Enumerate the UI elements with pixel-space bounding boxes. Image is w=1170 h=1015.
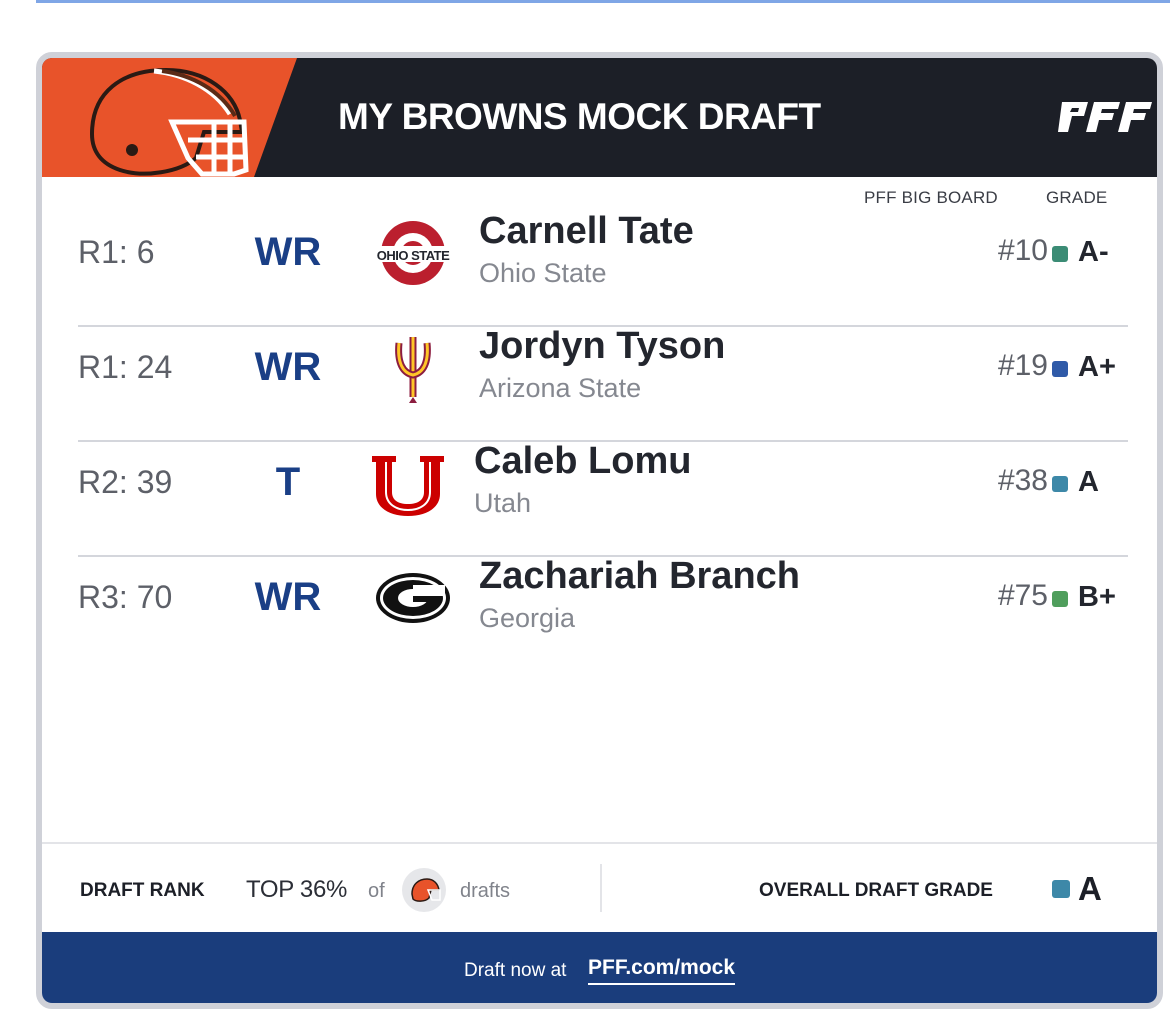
ohio-state-logo-icon: OHIO STATE <box>377 221 451 285</box>
pick-row: R1: 6 WR OHIO STATE Carnell Tate Ohio St… <box>78 210 1128 327</box>
grade-column-header: GRADE <box>1046 188 1108 207</box>
position-label: WR <box>254 345 322 389</box>
draft-summary: DRAFT RANK TOP 36% of drafts OVERALL DRA… <box>42 842 1157 934</box>
school-name: Georgia <box>479 603 576 633</box>
position-label: WR <box>254 230 322 274</box>
pff-logo-icon <box>1058 102 1152 132</box>
arizona-state-pitchfork-icon <box>395 337 431 403</box>
grade-value: A+ <box>1078 351 1116 383</box>
overall-grade-label: OVERALL DRAFT GRADE <box>759 880 993 901</box>
grade-value: A- <box>1078 236 1109 268</box>
cta-text: Draft now at <box>464 960 567 981</box>
pick-row: R3: 70 WR Zachariah Branch Georgia #75 B… <box>78 555 1128 670</box>
grade-value: A <box>1078 466 1099 498</box>
big-board-rank: #38 <box>997 464 1048 497</box>
browns-avatar-icon <box>402 868 446 912</box>
card-header: MY BROWNS MOCK DRAFT <box>42 58 1157 177</box>
pick-number: R2: 39 <box>78 464 173 500</box>
mock-draft-card: MY BROWNS MOCK DRAFT PFF BIG BOARD GRADE… <box>36 52 1163 1009</box>
big-board-rank: #10 <box>997 234 1048 267</box>
pick-row: R1: 24 WR Jordyn Tyson Arizona State #19… <box>78 325 1128 442</box>
utah-block-u-icon <box>372 456 444 516</box>
grade-indicator <box>1052 246 1068 262</box>
school-name: Arizona State <box>479 373 642 403</box>
draft-rank-label: DRAFT RANK <box>80 880 205 901</box>
pick-number: R1: 24 <box>78 349 173 385</box>
summary-divider <box>600 864 602 912</box>
grade-indicator <box>1052 476 1068 492</box>
drafts-text: drafts <box>460 880 511 902</box>
georgia-g-icon <box>376 573 450 623</box>
pick-number: R3: 70 <box>78 579 173 615</box>
school-name: Ohio State <box>479 258 607 288</box>
draft-rank-value: TOP 36% <box>246 876 348 903</box>
player-name: Carnell Tate <box>479 210 694 252</box>
position-label: T <box>275 460 301 504</box>
big-board-rank: #75 <box>997 579 1048 612</box>
overall-grade-indicator <box>1052 880 1070 898</box>
page-title: MY BROWNS MOCK DRAFT <box>338 96 821 137</box>
pick-number: R1: 6 <box>78 234 155 270</box>
cta-bar: Draft now at PFF.com/mock <box>42 932 1157 1003</box>
browns-helmet-icon <box>89 67 249 177</box>
grade-value: B+ <box>1078 581 1116 613</box>
player-name: Jordyn Tyson <box>479 325 726 367</box>
pick-row: R2: 39 T Caleb Lomu Utah #38 A <box>78 440 1128 557</box>
school-name: Utah <box>474 488 532 518</box>
grade-indicator <box>1052 361 1068 377</box>
position-label: WR <box>254 575 322 619</box>
overall-grade-value: A <box>1078 870 1102 907</box>
grade-indicator <box>1052 591 1068 607</box>
top-divider-line <box>36 0 1170 3</box>
player-name: Zachariah Branch <box>479 555 800 597</box>
player-name: Caleb Lomu <box>474 440 692 482</box>
pff-mock-link[interactable]: PFF.com/mock <box>588 956 736 985</box>
big-board-rank: #19 <box>997 349 1048 382</box>
svg-text:OHIO STATE: OHIO STATE <box>377 248 450 263</box>
big-board-column-header: PFF BIG BOARD <box>864 188 998 207</box>
of-text: of <box>368 880 385 902</box>
